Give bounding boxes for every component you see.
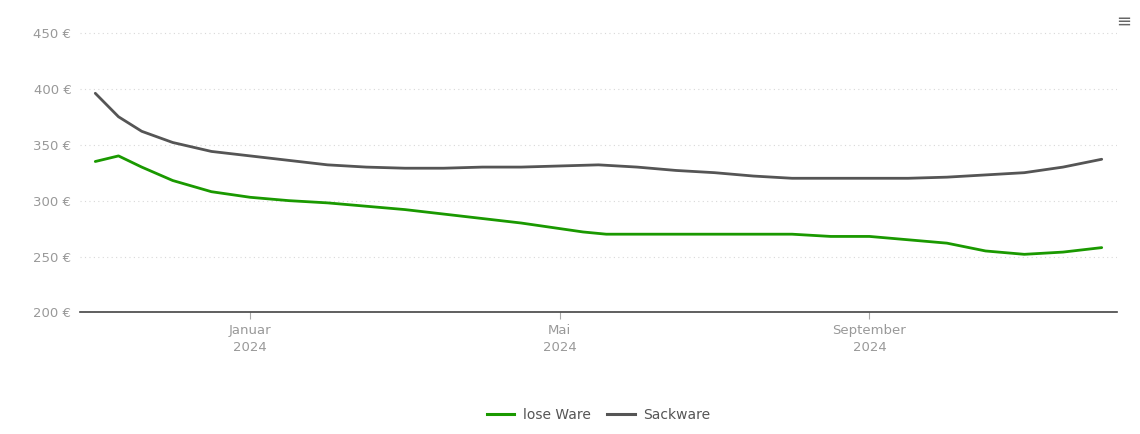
- Legend: lose Ware, Sackware: lose Ware, Sackware: [481, 403, 716, 427]
- Text: ≡: ≡: [1116, 13, 1131, 31]
